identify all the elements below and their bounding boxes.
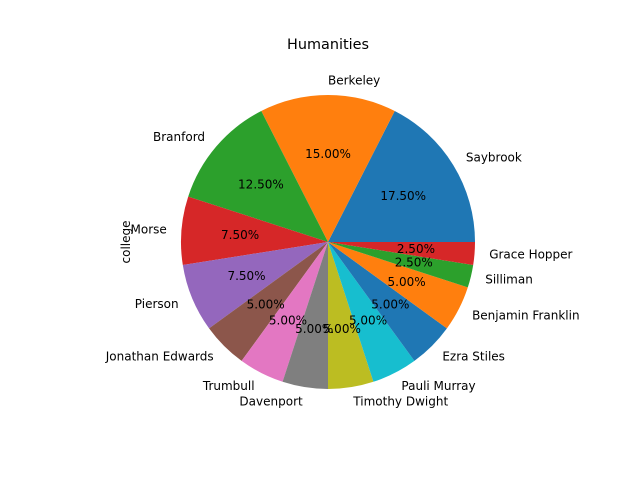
percent-label-davenport: 5.00% [295,322,333,336]
pie-slice-saybrook [328,111,475,243]
pie-slice-jonathan-edwards [209,242,328,361]
pie-slice-branford [188,111,328,243]
percent-label-pauli-murray: 5.00% [349,314,387,328]
percent-label-saybrook: 17.50% [380,189,426,203]
category-label-timothy-dwight: Timothy Dwight [352,395,448,409]
category-label-jonathan-edwards: Jonathan Edwards [105,349,214,363]
percent-label-jonathan-edwards: 5.00% [247,297,285,311]
pie-slice-timothy-dwight [328,242,374,389]
pie-slice-grace-hopper [328,242,475,265]
percent-label-silliman: 2.50% [395,256,433,270]
category-label-branford: Branford [153,130,205,144]
category-label-morse: Morse [131,222,167,236]
pie-slice-trumbull [241,242,328,382]
pie-slice-davenport [282,242,328,389]
pie-slice-benjamin-franklin [328,242,468,329]
pie-slice-silliman [328,242,474,288]
category-label-trumbull: Trumbull [202,379,255,393]
pie-slice-pauli-murray [328,242,415,382]
category-label-berkeley: Berkeley [328,73,380,87]
category-label-silliman: Silliman [485,273,533,287]
percent-label-ezra-stiles: 5.00% [371,297,409,311]
percent-label-grace-hopper: 2.50% [397,242,435,256]
pie-slice-ezra-stiles [328,242,447,361]
pie-slice-pierson [182,242,328,329]
percent-label-pierson: 7.50% [227,269,265,283]
percent-label-berkeley: 15.00% [305,147,351,161]
category-label-pierson: Pierson [135,297,179,311]
percent-label-trumbull: 5.00% [269,314,307,328]
y-axis-label: college [119,221,133,264]
category-label-pauli-murray: Pauli Murray [401,379,475,393]
percent-labels: 17.50%15.00%12.50%7.50%7.50%5.00%5.00%5.… [221,147,435,336]
pie-slice-berkeley [261,95,395,242]
pie-slice-morse [181,196,328,265]
percent-label-benjamin-franklin: 5.00% [388,275,426,289]
percent-label-timothy-dwight: 5.00% [323,322,361,336]
category-label-grace-hopper: Grace Hopper [489,248,572,262]
category-label-davenport: Davenport [239,395,303,409]
percent-label-morse: 7.50% [221,228,259,242]
category-labels: Saybrook Berkeley Branford Morse Pierson Jona… [105,73,580,408]
percent-label-branford: 12.50% [238,178,284,192]
chart-title: Humanities [287,37,369,53]
category-label-ezra-stiles: Ezra Stiles [442,349,505,363]
category-label-benjamin-franklin: Benjamin Franklin [472,308,580,322]
pie-slices [181,95,475,389]
category-label-saybrook: Saybrook [466,151,522,165]
